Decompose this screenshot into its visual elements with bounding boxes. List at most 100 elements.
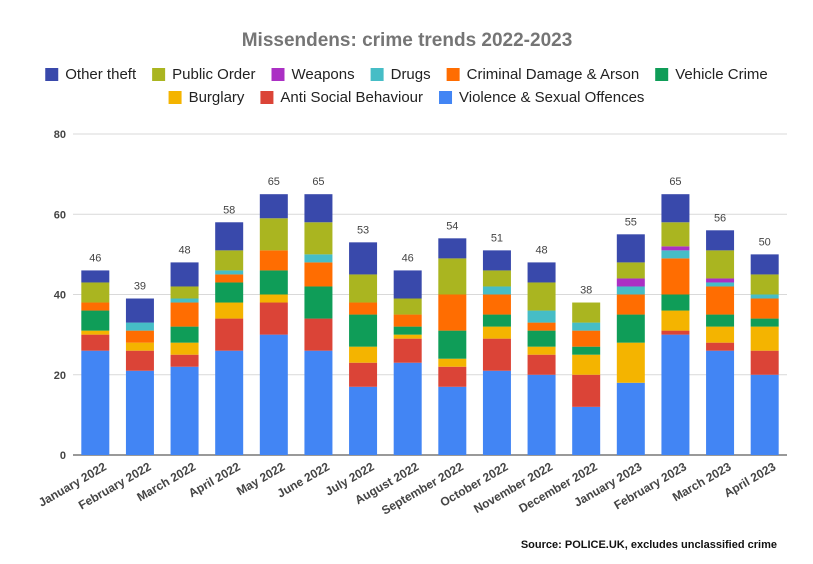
bar-segment-vehicle-crime [482, 314, 511, 327]
bar-segment-public-order [572, 302, 601, 323]
bar-segment-criminal-damage-and-arson [125, 330, 154, 343]
bar-segment-burglary [438, 358, 467, 367]
legend-label-public-order: Public Order [172, 66, 255, 83]
bar-segment-anti-social-behaviour [215, 318, 244, 351]
bar-segment-anti-social-behaviour [170, 354, 199, 367]
legend-swatch-weapons [271, 68, 285, 81]
bar-segment-criminal-damage-and-arson [259, 250, 288, 271]
bar-segment-burglary [750, 326, 779, 351]
bar-segment-criminal-damage-and-arson [81, 302, 110, 311]
legend-label-criminal-damage-and-arson: Criminal Damage & Arson [467, 66, 640, 83]
bar-segment-violence-and-sexual-offences [304, 350, 333, 455]
bar-segment-public-order [706, 250, 735, 279]
bar-segment-other-theft [438, 238, 467, 259]
chart-title: Missendens: crime trends 2022-2023 [242, 30, 573, 51]
bar-segment-anti-social-behaviour [527, 354, 556, 375]
bars [81, 194, 779, 455]
bar-segment-drugs [482, 286, 511, 295]
bar-segment-criminal-damage-and-arson [482, 294, 511, 315]
legend-label-other-theft: Other theft [65, 66, 137, 83]
bar-segment-drugs [304, 254, 333, 263]
bar-segment-criminal-damage-and-arson [616, 294, 645, 315]
bar-segment-vehicle-crime [304, 286, 333, 319]
bar-segment-public-order [393, 298, 422, 315]
legend-swatch-vehicle-crime [655, 68, 669, 81]
bar-segment-anti-social-behaviour [572, 374, 601, 407]
bar-segment-anti-social-behaviour [393, 338, 422, 363]
bar-total-label: 65 [312, 176, 324, 188]
bar-segment-violence-and-sexual-offences [81, 350, 110, 455]
legend-label-anti-social-behaviour: Anti Social Behaviour [280, 89, 423, 106]
x-tick-label: April 2022 [186, 459, 243, 500]
bar-segment-weapons [706, 278, 735, 283]
bar-segment-vehicle-crime [527, 330, 556, 347]
bar-total-label: 65 [268, 176, 280, 188]
legend-label-burglary: Burglary [189, 89, 245, 106]
bar-segment-anti-social-behaviour [304, 318, 333, 351]
bar-segment-drugs [750, 294, 779, 299]
legend-label-vehicle-crime: Vehicle Crime [675, 66, 768, 83]
bar-segment-violence-and-sexual-offences [661, 334, 690, 455]
y-tick-label: 60 [54, 209, 66, 221]
bar-total-label: 65 [669, 176, 681, 188]
bar-total-label: 55 [625, 216, 637, 228]
y-axis: 0 20 40 60 80 [54, 129, 66, 462]
bar-total-label: 46 [402, 252, 414, 264]
legend-swatch-public-order [152, 68, 166, 81]
bar-total-label: 51 [491, 232, 503, 244]
y-tick-label: 20 [54, 370, 66, 382]
bar-segment-violence-and-sexual-offences [706, 350, 735, 455]
bar-segment-public-order [750, 274, 779, 295]
bar-segment-criminal-damage-and-arson [527, 322, 556, 331]
bar-segment-burglary [527, 346, 556, 355]
bar-total-label: 48 [535, 244, 547, 256]
bar-segment-vehicle-crime [750, 318, 779, 327]
legend-swatch-violence-and-sexual-offences [439, 91, 453, 104]
bar-segment-drugs [661, 250, 690, 259]
legend-label-violence-and-sexual-offences: Violence & Sexual Offences [459, 89, 644, 106]
bar-segment-vehicle-crime [215, 282, 244, 303]
legend-row: Other theft Public Order Weapons Drugs Crimi… [45, 66, 768, 83]
bar-segment-criminal-damage-and-arson [661, 258, 690, 295]
bar-segment-drugs [527, 310, 556, 323]
bar-segment-violence-and-sexual-offences [349, 386, 378, 455]
bar-total-label: 58 [223, 204, 235, 216]
bar-segment-public-order [170, 286, 199, 299]
bar-segment-other-theft [81, 270, 110, 283]
bar-segment-burglary [125, 342, 154, 351]
bar-segment-criminal-damage-and-arson [438, 294, 467, 331]
y-tick-label: 80 [54, 129, 66, 141]
bar-segment-vehicle-crime [616, 314, 645, 343]
bar-segment-weapons [616, 278, 645, 287]
bar-segment-criminal-damage-and-arson [750, 298, 779, 319]
bar-segment-anti-social-behaviour [438, 366, 467, 387]
bar-segment-anti-social-behaviour [81, 334, 110, 351]
bar-segment-anti-social-behaviour [661, 330, 690, 335]
bar-segment-public-order [349, 274, 378, 303]
bar-segment-violence-and-sexual-offences [393, 362, 422, 455]
bar-segment-anti-social-behaviour [750, 350, 779, 375]
bar-total-label: 39 [134, 281, 146, 293]
bar-segment-burglary [616, 342, 645, 383]
x-tick-label: April 2023 [721, 459, 778, 500]
bar-segment-public-order [304, 222, 333, 255]
legend-swatch-drugs [370, 68, 384, 81]
bar-segment-vehicle-crime [259, 270, 288, 295]
bar-segment-vehicle-crime [706, 314, 735, 327]
bar-segment-other-theft [527, 262, 556, 283]
bar-segment-vehicle-crime [170, 326, 199, 343]
bar-segment-drugs [572, 322, 601, 331]
bar-segment-vehicle-crime [661, 294, 690, 311]
bar-segment-burglary [706, 326, 735, 343]
bar-segment-other-theft [125, 298, 154, 323]
bar-segment-anti-social-behaviour [259, 302, 288, 335]
bar-segment-violence-and-sexual-offences [125, 370, 154, 455]
bar-segment-other-theft [393, 270, 422, 299]
bar-segment-vehicle-crime [81, 310, 110, 331]
bar-segment-public-order [215, 250, 244, 271]
chart-legend: Other theft Public Order Weapons Drugs Crimi… [45, 66, 768, 106]
bar-segment-burglary [661, 310, 690, 331]
bar-segment-vehicle-crime [349, 314, 378, 347]
bar-segment-vehicle-crime [438, 330, 467, 359]
bar-segment-criminal-damage-and-arson [349, 302, 378, 315]
